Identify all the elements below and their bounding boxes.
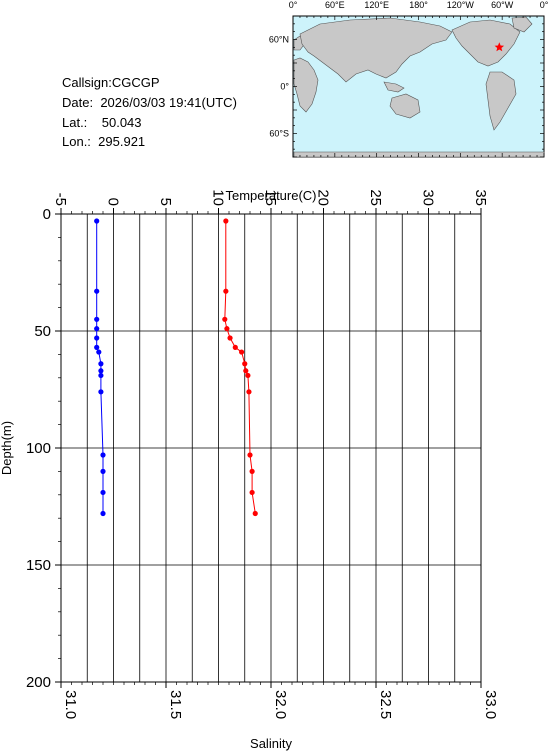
temperature-tick-label: -5 [52,193,69,206]
salinity-data-point [98,368,104,374]
date-line: Date: 2026/03/03 19:41(UTC) [62,96,237,109]
depth-axis: 0 50 100 150 200 [26,206,61,691]
temperature-tick-label: 10 [210,189,227,206]
temperature-data-point [247,452,253,458]
callsign-line: Callsign:CGCGP [62,76,160,89]
temperature-axis-title: Temperature(C) [225,188,316,203]
map-lon-label: 180° [409,0,428,10]
salinity-data-point [98,372,104,379]
temperature-data-point [249,468,255,474]
temperature-tick-label: 15 [262,189,279,206]
map-lon-label: 0° [289,0,298,10]
map-lat-label: 0° [280,82,289,92]
temperature-data-point [239,349,245,355]
temperature-tick-label: 5 [157,198,174,206]
map-top-labels: 0° 60°E 120°E 180° 120°W 60°W 0° [289,0,549,10]
temperature-data-point [246,389,252,395]
land-south-america [485,71,517,131]
lon-value: 295.921 [98,134,146,149]
salinity-data-point [100,489,106,496]
map-lat-label: 60°S [269,129,289,139]
temperature-tick-label: 25 [367,189,384,206]
salinity-data-point [94,326,100,332]
temperature-data-point [223,288,229,294]
map-lon-label: 60°E [325,0,345,10]
temperature-data-point [245,372,251,379]
date-label: Date: [62,95,94,110]
temperature-data-point [252,510,258,517]
salinity-tick-label: 31.0 [62,690,79,719]
salinity-tick-label: 32.0 [272,690,289,719]
depth-tick-label: 150 [26,557,51,574]
temperature-data-point [227,335,233,341]
lat-value: 50.043 [101,115,142,130]
map-lat-label: 60°N [269,35,289,45]
depth-axis-title: Depth(m) [0,421,14,475]
temperature-tick-label: 20 [315,189,332,206]
map-land [293,16,545,158]
land-antarctica [293,151,545,158]
date-value: 2026/03/03 19:41(UTC) [100,95,237,110]
map-frame-ticks [292,15,545,158]
land-australia [389,93,421,119]
land-greenland [511,16,533,33]
land-africa-europe [293,57,319,113]
salinity-axis-title: Salinity [250,736,292,751]
salinity-data-point [100,468,106,474]
salinity-data-point [94,218,100,224]
salinity-data-point [94,344,100,350]
temperature-tick-label: 30 [420,189,437,206]
salinity-data-point [94,288,100,294]
depth-tick-label: 0 [43,206,51,223]
land-eurasia [299,17,453,83]
temperature-tick-label: 35 [472,189,489,206]
lon-line: Lon.: 295.921 [62,135,145,148]
callsign-value: CGCGP [111,75,160,90]
salinity-data-point [100,452,106,458]
station-marker [494,42,505,52]
map-lon-label: 120°E [364,0,389,10]
map-lon-label: 120°W [447,0,475,10]
lat-label: Lat.: [62,115,88,130]
map-lon-label: 0° [540,0,549,10]
location-map: 0° 60°E 120°E 180° 120°W 60°W 0° 60°N 0° 60°S [269,0,549,158]
temperature-axis: -5 0 5 10 15 20 25 30 35 [52,189,489,214]
plot-grid [60,213,482,683]
temperature-data-point [249,489,255,496]
depth-tick-label: 50 [34,323,51,340]
temperature-data-point [243,368,249,374]
salinity-data-point [100,510,106,517]
land-north-america [451,19,521,67]
salinity-data-point [94,335,100,341]
map-left-labels: 60°N 0° 60°S [269,35,290,139]
salinity-data-point [96,349,102,355]
salinity-tick-label: 31.5 [167,690,184,719]
depth-tick-label: 200 [26,674,51,691]
salinity-data-point [98,361,104,367]
temperature-tick-label: 0 [105,198,122,206]
salinity-data-point [94,316,100,322]
lat-line: Lat.: 50.043 [62,116,142,129]
profile-series [94,218,258,517]
temperature-data-point [232,344,238,350]
salinity-data-point [98,389,104,395]
salinity-axis: 31.0 31.5 32.0 32.5 33.0 [60,682,499,719]
lon-label: Lon.: [62,134,91,149]
land-asia-islands [383,81,405,93]
temperature-data-point [223,218,229,224]
depth-tick-label: 100 [26,440,51,457]
salinity-tick-label: 33.0 [482,690,499,719]
temperature-data-point [224,326,230,332]
callsign-label: Callsign: [62,75,112,90]
temperature-data-point [242,361,248,367]
salinity-tick-label: 32.5 [377,690,394,719]
profile-plot: -5 0 5 10 15 20 25 30 35 31.0 31.5 32.0 32.5 33.0 05… [0,188,499,751]
map-lon-label: 60°W [491,0,514,10]
temperature-data-point [222,316,228,322]
